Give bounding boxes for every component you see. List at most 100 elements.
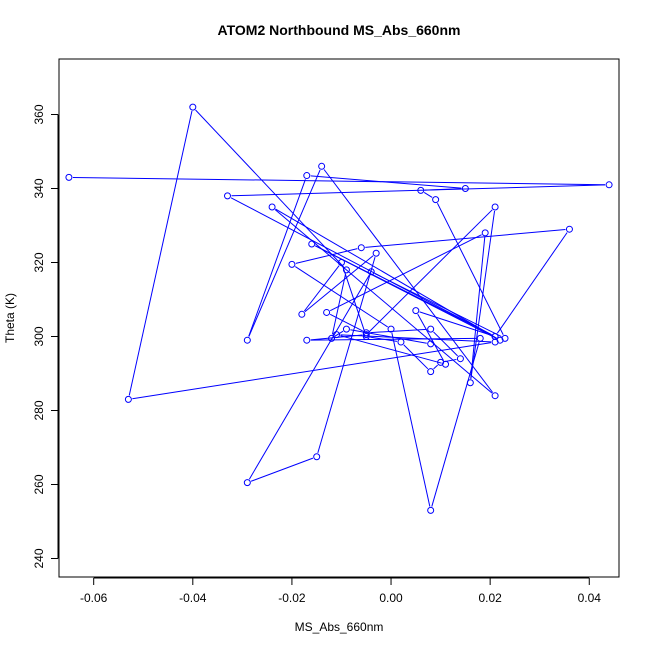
series-segment	[132, 342, 492, 400]
series-segment	[274, 209, 493, 394]
data-point	[491, 203, 499, 211]
data-point	[124, 395, 132, 403]
series-segment	[433, 364, 439, 370]
x-tick-label: 0.04	[578, 591, 602, 605]
y-tick-label: 300	[32, 326, 46, 346]
data-point	[318, 162, 326, 170]
series-segment	[374, 273, 502, 338]
series-segment	[436, 202, 504, 335]
series-segment	[323, 169, 494, 393]
series-segment	[248, 274, 370, 480]
series-segment	[368, 209, 493, 333]
data-point	[357, 244, 365, 252]
data-point	[427, 506, 435, 514]
data-point	[362, 331, 370, 339]
data-point	[333, 331, 341, 339]
series-segment	[128, 110, 193, 396]
series-layer	[65, 103, 613, 514]
y-tick-label: 340	[32, 178, 46, 198]
series-segment	[342, 266, 366, 333]
y-tick-label: 260	[32, 474, 46, 494]
series-segment	[403, 344, 429, 370]
series-segment	[317, 256, 376, 454]
x-tick-label: -0.06	[80, 591, 108, 605]
data-point	[397, 338, 405, 346]
data-point	[481, 229, 489, 237]
y-tick-label: 360	[32, 104, 46, 124]
series-segment	[231, 184, 606, 197]
series-segment	[470, 236, 486, 379]
data-point	[323, 308, 331, 316]
x-axis: -0.06 -0.04 -0.02 0.00 0.02 0.04	[80, 577, 602, 605]
x-axis-label: MS_Abs_660nm	[295, 620, 384, 634]
chart-title: ATOM2 Northbound MS_Abs_660nm	[218, 22, 461, 38]
series-segment	[340, 335, 442, 364]
data-point	[605, 181, 613, 189]
series-segment	[433, 331, 458, 357]
data-point	[362, 329, 370, 337]
data-point	[461, 185, 469, 192]
data-point	[412, 307, 420, 315]
data-point	[298, 310, 306, 318]
x-tick-label: 0.02	[478, 591, 502, 605]
data-point	[342, 325, 350, 333]
x-tick-label: 0.00	[379, 591, 403, 605]
y-tick-label: 280	[32, 400, 46, 420]
series-segment	[417, 313, 445, 361]
data-point	[491, 338, 499, 346]
data-point	[243, 336, 251, 344]
data-point	[476, 334, 484, 342]
y-axis-label: Theta (K)	[3, 293, 17, 343]
series-segment	[423, 192, 433, 198]
data-point	[65, 173, 73, 181]
series-segment	[329, 313, 363, 332]
series-segment	[365, 229, 566, 248]
data-point	[303, 172, 311, 180]
data-point	[342, 266, 350, 274]
series-segment	[329, 234, 482, 312]
series-segment	[424, 188, 462, 191]
data-point	[501, 334, 509, 342]
data-point	[243, 479, 251, 487]
data-point	[189, 103, 197, 111]
data-point	[491, 392, 499, 400]
series-segment	[315, 245, 497, 339]
y-tick-label: 320	[32, 252, 46, 272]
data-point	[372, 249, 380, 257]
series-segment	[248, 169, 321, 337]
data-point	[337, 259, 345, 266]
x-tick-label: -0.04	[179, 591, 207, 605]
plot-frame	[58, 58, 620, 578]
data-point	[313, 453, 321, 461]
series-segment	[230, 197, 492, 336]
data-point	[427, 368, 435, 376]
data-point	[466, 379, 474, 387]
x-tick-label: -0.02	[278, 591, 306, 605]
data-point	[387, 325, 395, 333]
series-segment	[470, 210, 496, 379]
series-segment	[391, 332, 431, 507]
series-segment	[431, 342, 480, 507]
series-segment	[304, 255, 374, 313]
data-point	[223, 192, 231, 200]
y-axis: 240 260 280 300 320 340 360	[32, 104, 59, 569]
data-point	[456, 355, 464, 363]
series-segment	[310, 175, 462, 189]
series-segment	[195, 109, 345, 268]
data-point	[288, 260, 296, 268]
data-point	[303, 336, 311, 344]
y-tick-label: 240	[32, 548, 46, 568]
data-point	[308, 240, 316, 248]
series-segment	[295, 248, 358, 264]
data-point	[367, 268, 375, 276]
data-point	[565, 225, 573, 233]
data-point	[362, 333, 370, 340]
data-point	[328, 334, 336, 342]
data-point	[268, 203, 276, 211]
data-point	[442, 360, 450, 368]
data-point	[432, 196, 440, 204]
series-segment	[248, 179, 306, 337]
